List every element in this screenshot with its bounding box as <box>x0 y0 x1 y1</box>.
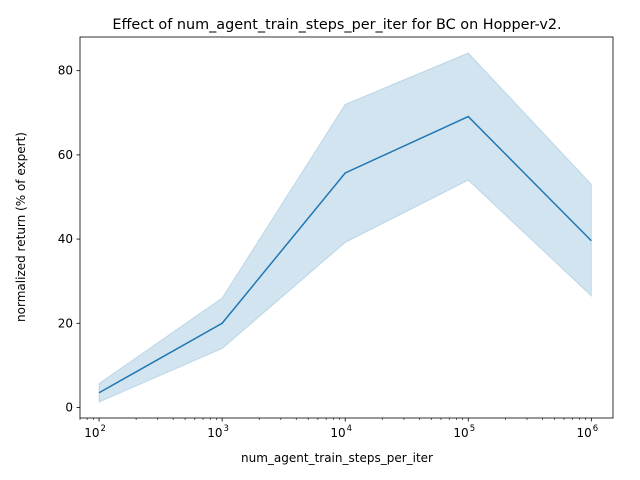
y-tick-label: 40 <box>58 232 73 246</box>
x-tick-label: 106 <box>576 424 598 440</box>
y-tick-label: 60 <box>58 148 73 162</box>
x-tick-label: 103 <box>207 424 229 440</box>
axes-frame <box>79 36 614 419</box>
y-tick-label: 0 <box>65 400 73 414</box>
y-tick-label: 80 <box>58 64 73 78</box>
x-axis-label: num_agent_train_steps_per_iter <box>241 451 433 465</box>
confidence-band <box>98 52 592 403</box>
x-tick-label: 102 <box>84 424 106 440</box>
y-tick-label: 20 <box>58 316 73 330</box>
chart-title: Effect of num_agent_train_steps_per_iter… <box>112 17 561 33</box>
plot-layer: 0 20 40 60 80 102 103 104 105 106 <box>58 36 614 440</box>
x-tick-label: 105 <box>453 424 475 440</box>
x-tick-label: 104 <box>330 424 352 440</box>
y-axis-label: normalized return (% of expert) <box>14 132 28 322</box>
